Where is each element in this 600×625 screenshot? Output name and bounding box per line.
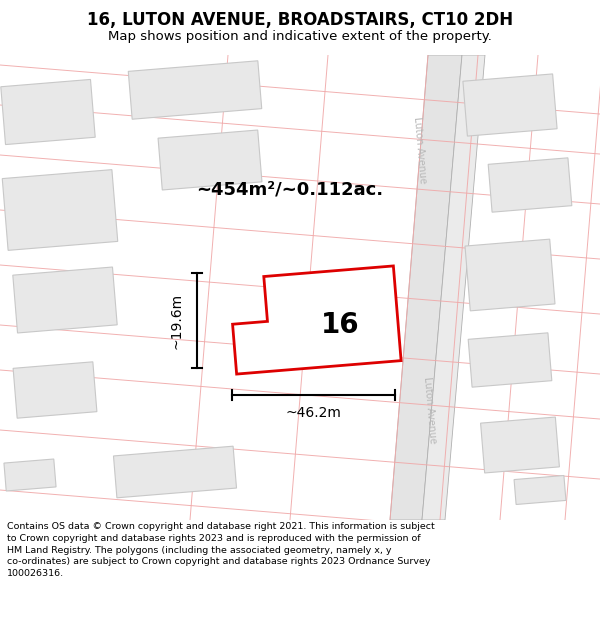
Polygon shape: [233, 266, 401, 374]
Polygon shape: [463, 74, 557, 136]
Polygon shape: [113, 446, 236, 498]
Polygon shape: [13, 267, 117, 333]
Text: ~19.6m: ~19.6m: [170, 292, 184, 349]
Polygon shape: [158, 130, 262, 190]
Text: Map shows position and indicative extent of the property.: Map shows position and indicative extent…: [108, 30, 492, 43]
Polygon shape: [468, 333, 552, 387]
Text: ~454m²/~0.112ac.: ~454m²/~0.112ac.: [196, 181, 383, 199]
Polygon shape: [390, 55, 462, 520]
Text: 16, LUTON AVENUE, BROADSTAIRS, CT10 2DH: 16, LUTON AVENUE, BROADSTAIRS, CT10 2DH: [87, 11, 513, 29]
Text: Luton Avenue: Luton Avenue: [422, 376, 438, 444]
Text: Contains OS data © Crown copyright and database right 2021. This information is : Contains OS data © Crown copyright and d…: [7, 522, 435, 578]
Polygon shape: [4, 459, 56, 491]
Polygon shape: [422, 55, 485, 520]
Polygon shape: [514, 476, 566, 504]
Text: ~46.2m: ~46.2m: [286, 406, 341, 420]
Polygon shape: [465, 239, 555, 311]
Polygon shape: [1, 79, 95, 144]
Polygon shape: [13, 362, 97, 418]
Polygon shape: [2, 169, 118, 251]
Text: Luton Avenue: Luton Avenue: [412, 116, 428, 184]
Polygon shape: [481, 417, 559, 473]
Polygon shape: [488, 158, 572, 212]
Text: 16: 16: [320, 311, 359, 339]
Polygon shape: [128, 61, 262, 119]
